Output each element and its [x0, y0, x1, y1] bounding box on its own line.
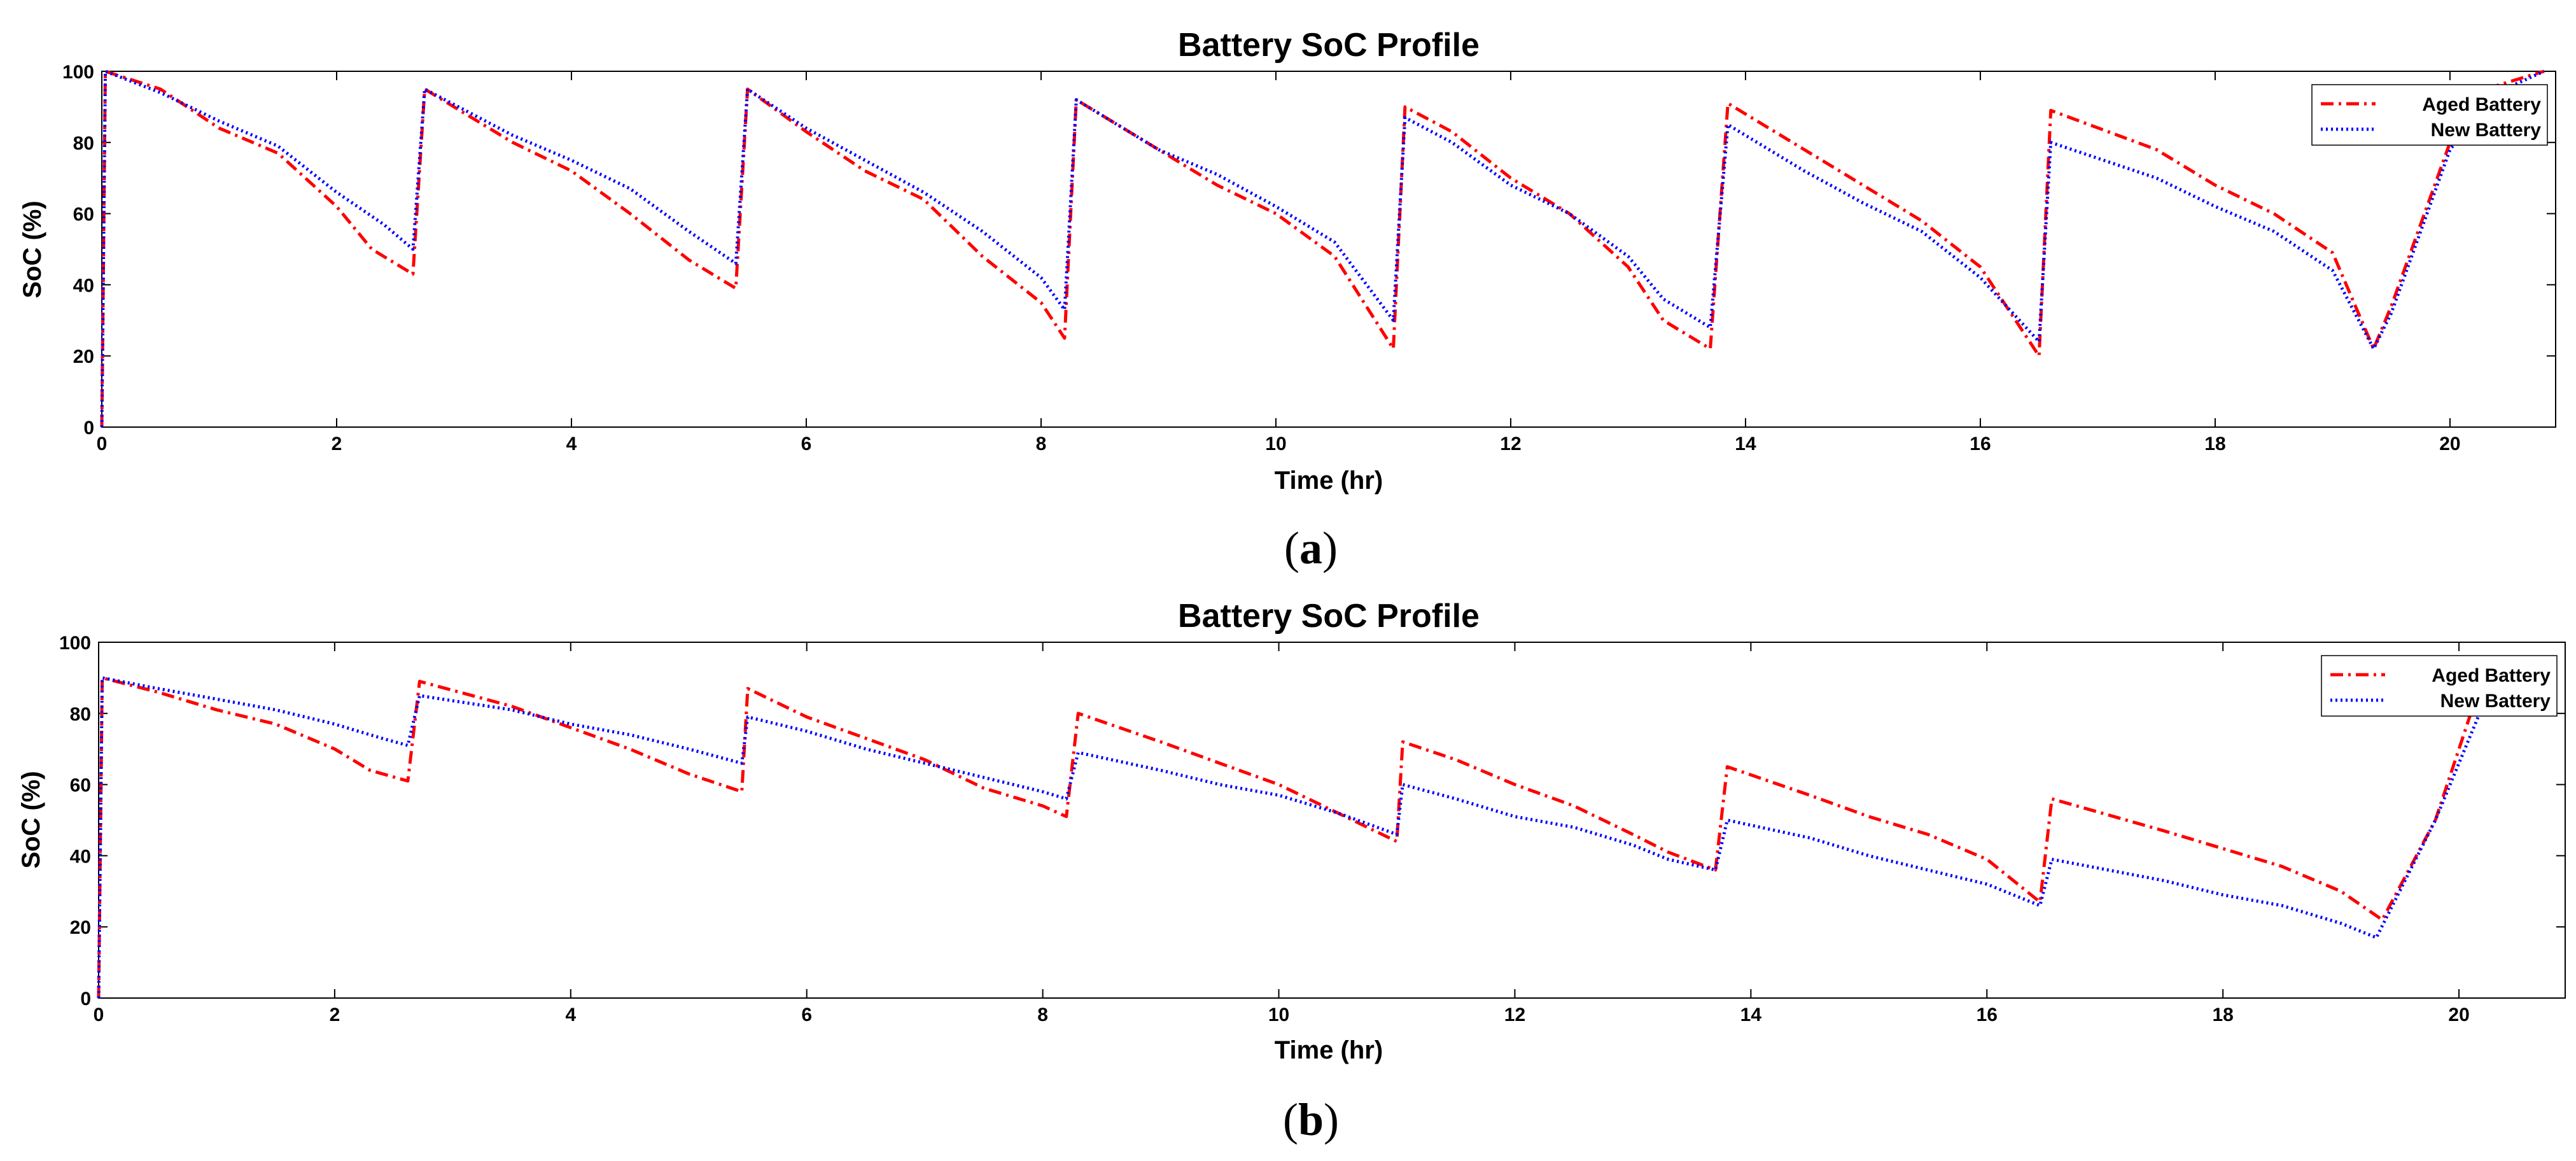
x-tick-label: 0 — [97, 433, 108, 454]
x-tick-label: 20 — [2439, 433, 2460, 454]
y-tick-label: 0 — [80, 989, 91, 1010]
x-tick-label: 8 — [1037, 1004, 1048, 1025]
chart-title: Battery SoC Profile — [1178, 27, 1480, 64]
x-tick-label: 10 — [1268, 1004, 1289, 1025]
plot-frame — [101, 71, 2556, 428]
panel-letter: a — [1299, 523, 1322, 573]
panel-letter: b — [1298, 1094, 1324, 1145]
x-tick-label: 6 — [801, 1004, 812, 1025]
series-line-aged-battery — [97, 676, 2484, 999]
y-tick-label: 60 — [73, 204, 94, 225]
x-tick-label: 18 — [2212, 1004, 2233, 1025]
y-tick-label: 60 — [70, 775, 91, 796]
series-line-new-battery — [97, 676, 2496, 999]
chart-panel-b: Battery SoC Profile 0 2 4 6 8 10 12 14 16 18 20 0 20… — [17, 598, 2566, 1145]
chart-title: Battery SoC Profile — [1178, 598, 1480, 635]
x-tick-label: 14 — [1740, 1004, 1762, 1025]
plot-area: 0 2 4 6 8 10 12 14 16 18 20 0 20 40 60 80 100 Aged Batte… — [62, 62, 2556, 454]
panel-caption-b: (b) — [1283, 1094, 1339, 1145]
x-tick-label: 2 — [332, 433, 342, 454]
y-tick-label: 20 — [73, 346, 94, 367]
series-line-new-battery — [100, 69, 2545, 428]
x-tick-label: 8 — [1036, 433, 1047, 454]
x-tick-label: 16 — [1977, 1004, 1998, 1025]
y-tick-label: 20 — [70, 917, 91, 938]
x-axis-label: Time (hr) — [1275, 467, 1383, 495]
x-tick-label: 12 — [1500, 433, 1521, 454]
plot-area: 0 2 4 6 8 10 12 14 16 18 20 0 20 40 60 80 100 Aged Batte… — [59, 633, 2566, 1025]
series-layer — [97, 676, 2496, 999]
chart-panel-a: Battery SoC Profile 0 2 4 6 8 10 12 14 16 18 20 0 20… — [18, 27, 2556, 573]
y-tick-label: 0 — [83, 418, 94, 439]
y-tick-label: 40 — [73, 275, 94, 296]
x-tick-label: 2 — [330, 1004, 340, 1025]
x-tick-label: 0 — [94, 1004, 104, 1025]
legend-label-aged: Aged Battery — [2432, 665, 2551, 686]
y-axis-label: SoC (%) — [18, 201, 46, 298]
legend-box — [2321, 655, 2558, 717]
y-tick-label: 80 — [73, 133, 94, 154]
legend: Aged Battery New Battery — [2321, 655, 2558, 717]
axis-ticks: 0 2 4 6 8 10 12 14 16 18 20 0 20 40 60 80 100 — [62, 62, 2556, 454]
x-tick-label: 4 — [566, 433, 577, 454]
y-axis-label: SoC (%) — [17, 771, 45, 868]
x-tick-label: 4 — [565, 1004, 576, 1025]
panel-caption-a: (a) — [1284, 523, 1338, 573]
x-tick-label: 16 — [1970, 433, 1991, 454]
legend-box — [2311, 84, 2548, 146]
y-tick-label: 100 — [62, 62, 94, 83]
series-line-aged-battery — [100, 69, 2545, 428]
x-tick-label: 12 — [1504, 1004, 1525, 1025]
y-tick-label: 100 — [59, 633, 91, 654]
x-tick-label: 10 — [1265, 433, 1286, 454]
legend-label-new: New Battery — [2431, 120, 2542, 141]
y-tick-label: 40 — [70, 846, 91, 867]
y-tick-label: 80 — [70, 704, 91, 725]
legend-label-aged: Aged Battery — [2422, 94, 2541, 115]
x-tick-label: 6 — [801, 433, 812, 454]
x-tick-label: 14 — [1735, 433, 1756, 454]
series-layer — [100, 69, 2545, 428]
plot-frame — [98, 642, 2566, 999]
axis-ticks: 0 2 4 6 8 10 12 14 16 18 20 0 20 40 60 80 100 — [59, 633, 2565, 1025]
x-tick-label: 18 — [2204, 433, 2225, 454]
legend: Aged Battery New Battery — [2311, 84, 2548, 146]
legend-label-new: New Battery — [2440, 691, 2551, 712]
x-tick-label: 20 — [2448, 1004, 2469, 1025]
x-axis-label: Time (hr) — [1275, 1036, 1383, 1064]
